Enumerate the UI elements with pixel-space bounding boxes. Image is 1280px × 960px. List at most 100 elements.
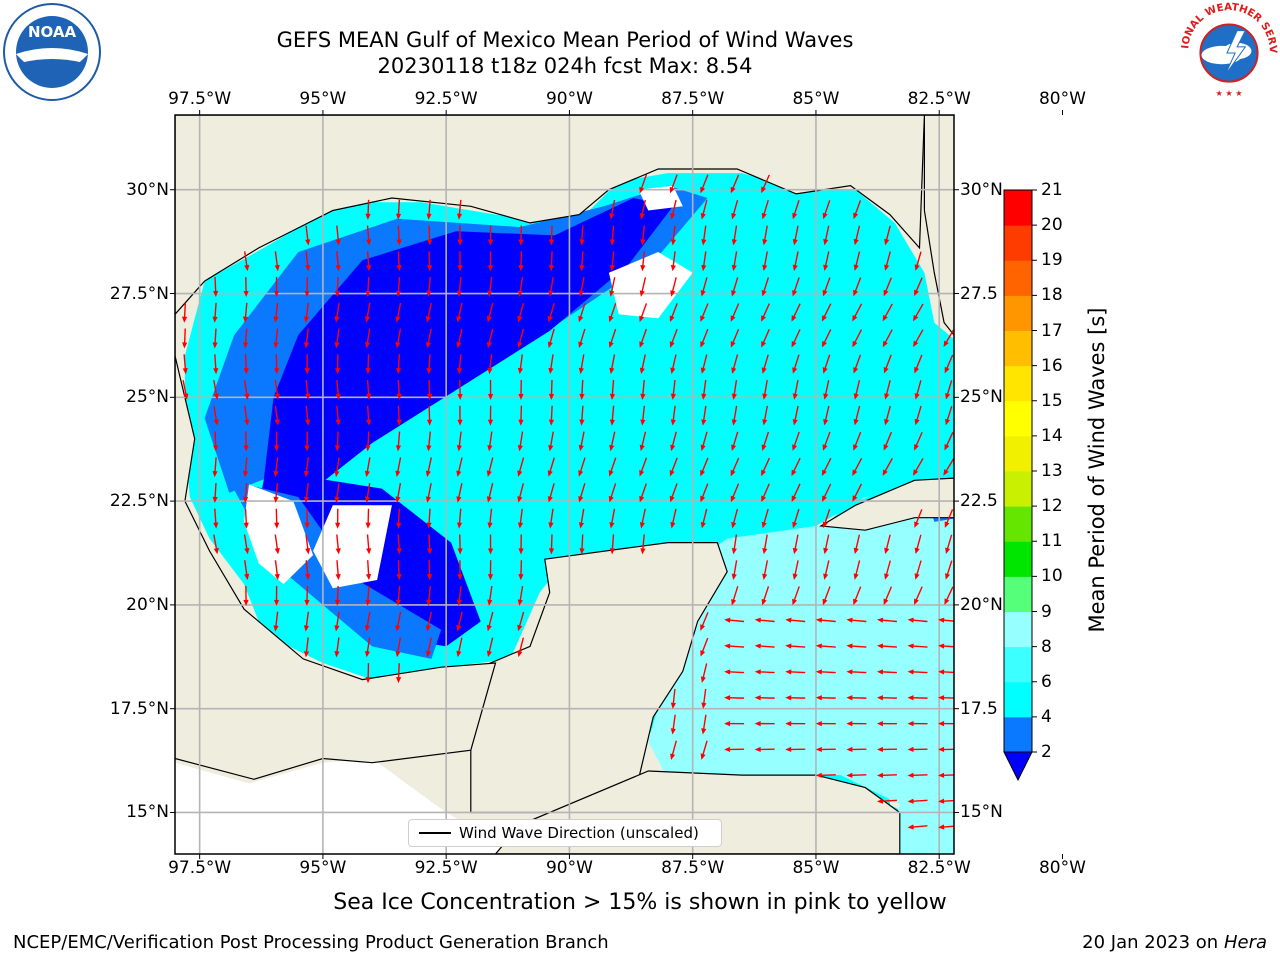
wave-arrow — [335, 354, 341, 375]
wave-arrow — [273, 585, 280, 606]
wave-arrow-head — [244, 264, 250, 272]
patch-no-data-2 — [313, 505, 392, 589]
wave-arrow — [761, 277, 770, 297]
wave-arrow-head — [670, 367, 676, 374]
wave-arrow — [938, 746, 954, 753]
wave-arrow — [700, 199, 708, 220]
wave-arrow — [1004, 150, 1015, 167]
wave-arrow-head — [1060, 695, 1066, 700]
wave-arrow-head — [969, 643, 975, 648]
wave-arrow-shaft — [1062, 826, 1080, 827]
wave-arrow — [548, 508, 554, 529]
wave-arrow-head — [969, 747, 975, 752]
wave-arrow-head — [517, 315, 523, 323]
wave-arrow — [731, 225, 738, 246]
wave-arrow-head — [639, 470, 645, 477]
wave-arrow-head — [976, 573, 981, 580]
footer-date-text: 20 Jan 2023 on — [1082, 932, 1224, 953]
wave-arrow — [701, 688, 707, 709]
wave-arrow-head — [456, 341, 462, 349]
wave-arrow — [876, 772, 897, 778]
wave-arrow — [579, 225, 585, 246]
wave-arrow-head — [785, 643, 792, 649]
wave-arrow-head — [456, 290, 462, 297]
wave-arrow-head — [427, 548, 433, 555]
wave-arrow-head — [815, 669, 822, 675]
wave-arrow-head — [305, 573, 311, 581]
wave-arrow — [846, 643, 867, 649]
wave-arrow — [365, 354, 371, 375]
wave-arrow-head — [754, 643, 761, 649]
wave-arrow — [882, 329, 893, 348]
wave-arrow-head — [517, 624, 523, 632]
wave-arrow-head — [548, 393, 555, 401]
wave-arrow — [639, 303, 648, 323]
wave-arrow — [457, 225, 463, 246]
wave-arrow-head — [334, 599, 341, 606]
wave-arrow — [364, 302, 371, 323]
map-legend: Wind Wave Direction (unscaled) — [408, 819, 722, 847]
wave-arrow-head — [213, 522, 219, 529]
wave-arrow — [1069, 380, 1075, 399]
wave-arrow-shaft — [1032, 826, 1050, 827]
wave-arrow-head — [517, 341, 523, 349]
colorbar-band — [1004, 716, 1032, 753]
wave-arrow-head — [670, 702, 676, 709]
wave-arrow-head — [670, 290, 676, 297]
wave-arrow — [456, 483, 463, 503]
wave-arrow — [670, 225, 676, 246]
wave-arrow-head — [754, 721, 761, 727]
wave-arrow-head — [1060, 669, 1066, 674]
wave-arrow-head — [969, 618, 975, 623]
wave-arrow-head — [305, 239, 311, 246]
wave-arrow-head — [822, 212, 828, 220]
wave-arrow-head — [853, 289, 858, 297]
wave-arrow — [700, 431, 708, 452]
wave-arrow — [846, 746, 867, 753]
wave-arrow-head — [366, 239, 372, 246]
wave-arrow-head — [334, 316, 340, 323]
wave-arrow — [907, 824, 928, 830]
wave-arrow — [914, 560, 922, 580]
colorbar-tick-label: 10 — [1041, 566, 1063, 587]
wave-arrow-head — [274, 368, 280, 375]
wave-arrow — [670, 740, 678, 760]
wave-arrow-head — [274, 522, 280, 529]
colorbar-tick-label: 17 — [1041, 320, 1063, 341]
wave-arrow-head — [273, 342, 279, 349]
wave-arrow — [608, 483, 617, 503]
wave-arrow-head — [334, 625, 340, 632]
wave-arrow — [943, 329, 954, 348]
wave-arrow — [609, 508, 616, 529]
wave-arrow-shaft — [1006, 124, 1014, 140]
wave-arrow — [487, 560, 494, 581]
wave-arrow-head — [396, 419, 402, 426]
footer-date: 20 Jan 2023 on Hera — [1082, 932, 1267, 953]
wave-arrow-head — [731, 393, 737, 400]
wave-arrow — [1067, 535, 1076, 553]
wave-arrow — [853, 560, 861, 580]
wave-arrow-head — [273, 470, 279, 478]
wave-arrow-head — [938, 746, 945, 753]
wave-arrow — [273, 302, 279, 323]
wave-arrow-head — [548, 367, 554, 375]
wave-arrow-head — [792, 521, 798, 529]
wave-arrow-head — [639, 290, 645, 297]
wave-arrow-head — [517, 445, 523, 452]
wave-arrow-head — [700, 521, 706, 529]
wave-arrow — [914, 586, 923, 605]
wave-arrow-head — [914, 393, 920, 400]
wave-arrow-shaft — [1040, 148, 1041, 166]
wave-arrow — [243, 508, 249, 529]
wave-arrow-head — [1068, 136, 1073, 142]
wave-arrow — [486, 637, 494, 658]
wave-arrow-head — [914, 264, 920, 271]
wave-arrow — [182, 354, 188, 375]
wave-arrow — [853, 534, 861, 555]
wave-arrow — [1038, 123, 1043, 143]
wave-arrow — [669, 483, 678, 503]
wave-arrow-head — [823, 393, 829, 400]
map-frame — [174, 114, 955, 855]
wave-arrow — [640, 534, 646, 555]
wave-arrow — [364, 457, 371, 478]
